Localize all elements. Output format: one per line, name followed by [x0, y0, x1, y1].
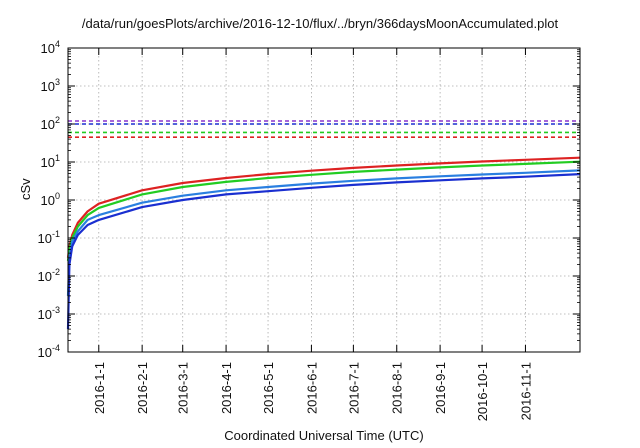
y-tick-label: 10-2 — [38, 267, 60, 284]
y-tick-label: 100 — [41, 191, 60, 208]
y-tick-label: 104 — [41, 39, 60, 56]
chart-title: /data/run/goesPlots/archive/2016-12-10/f… — [81, 16, 559, 31]
x-tick-label: 2016-11-1 — [518, 362, 533, 420]
y-tick-label: 10-3 — [38, 305, 60, 322]
y-tick-label: 103 — [41, 77, 60, 94]
series-line — [66, 156, 581, 259]
x-tick-label: 2016-3-1 — [176, 362, 191, 414]
y-tick-label: 102 — [41, 115, 60, 132]
x-tick-label: 2016-7-1 — [346, 362, 361, 414]
series-lines — [66, 156, 581, 330]
series-line — [66, 173, 581, 330]
x-tick-label: 2016-6-1 — [304, 362, 319, 414]
x-tick-label: 2016-4-1 — [219, 362, 234, 414]
x-tick-label: 2016-1-1 — [92, 362, 107, 414]
y-tick-label: 101 — [41, 153, 60, 170]
series-line — [66, 169, 581, 296]
grid-lines — [68, 48, 580, 352]
x-tick-label: 2016-8-1 — [390, 362, 405, 414]
y-axis-ticks: 10-4 10-3 10-2 10-1 100 101 102 103 104 — [38, 39, 580, 360]
x-tick-label: 2016-10-1 — [475, 362, 490, 421]
series-line — [66, 160, 581, 262]
y-tick-label: 10-1 — [38, 229, 60, 246]
x-tick-label: 2016-9-1 — [433, 362, 448, 414]
y-tick-label: 10-4 — [38, 343, 60, 360]
x-tick-label: 2016-2-1 — [135, 362, 150, 414]
x-axis-ticks: 2016-1-1 2016-2-1 2016-3-1 2016-4-1 2016-5-1… — [92, 48, 533, 421]
x-tick-label: 2016-5-1 — [261, 362, 276, 414]
x-axis-label: Coordinated Universal Time (UTC) — [224, 428, 424, 443]
reference-lines — [68, 120, 580, 138]
